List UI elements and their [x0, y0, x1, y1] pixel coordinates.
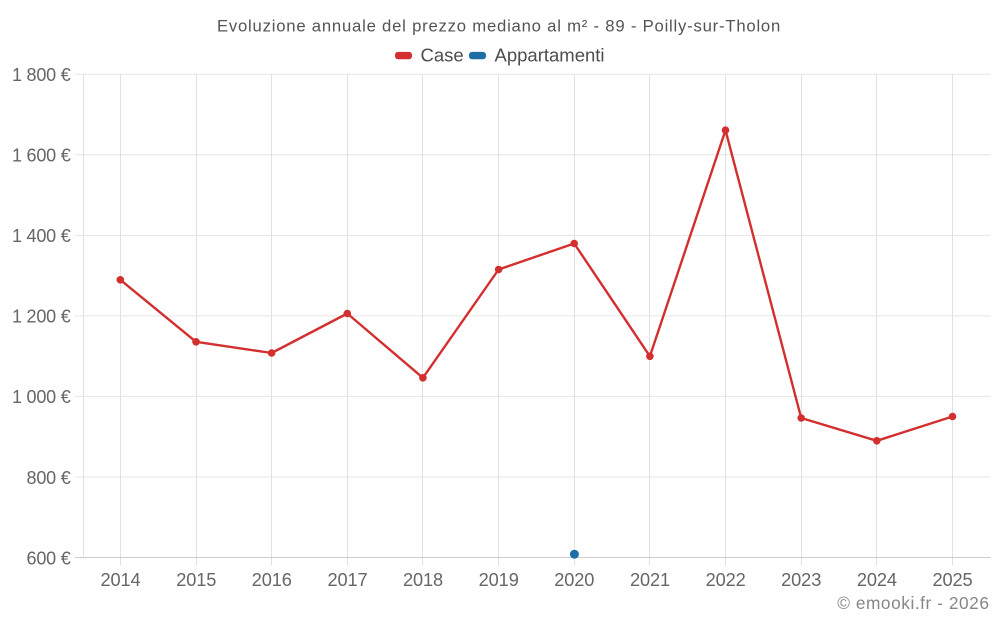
svg-text:Case: Case: [421, 45, 464, 66]
svg-text:2023: 2023: [781, 570, 821, 590]
svg-text:1 400 €: 1 400 €: [12, 226, 71, 246]
svg-text:2021: 2021: [630, 570, 670, 590]
svg-text:2024: 2024: [857, 570, 897, 590]
svg-text:2020: 2020: [554, 570, 594, 590]
svg-text:2016: 2016: [252, 570, 292, 590]
svg-text:2017: 2017: [327, 570, 367, 590]
svg-text:1 200 €: 1 200 €: [12, 307, 71, 327]
svg-text:2014: 2014: [100, 570, 140, 590]
svg-text:Evoluzione annuale del prezzo: Evoluzione annuale del prezzo mediano al…: [217, 16, 781, 35]
svg-text:Appartamenti: Appartamenti: [495, 45, 605, 66]
svg-text:1 000 €: 1 000 €: [12, 387, 71, 407]
svg-text:2022: 2022: [706, 570, 746, 590]
svg-text:1 600 €: 1 600 €: [12, 146, 71, 166]
svg-text:2018: 2018: [403, 570, 443, 590]
svg-text:1 800 €: 1 800 €: [12, 65, 71, 85]
svg-text:2019: 2019: [479, 570, 519, 590]
svg-text:2015: 2015: [176, 570, 216, 590]
svg-text:600 €: 600 €: [27, 548, 71, 568]
svg-text:2025: 2025: [932, 570, 972, 590]
svg-text:800 €: 800 €: [27, 468, 71, 488]
svg-text:© emooki.fr - 2026: © emooki.fr - 2026: [837, 593, 989, 613]
